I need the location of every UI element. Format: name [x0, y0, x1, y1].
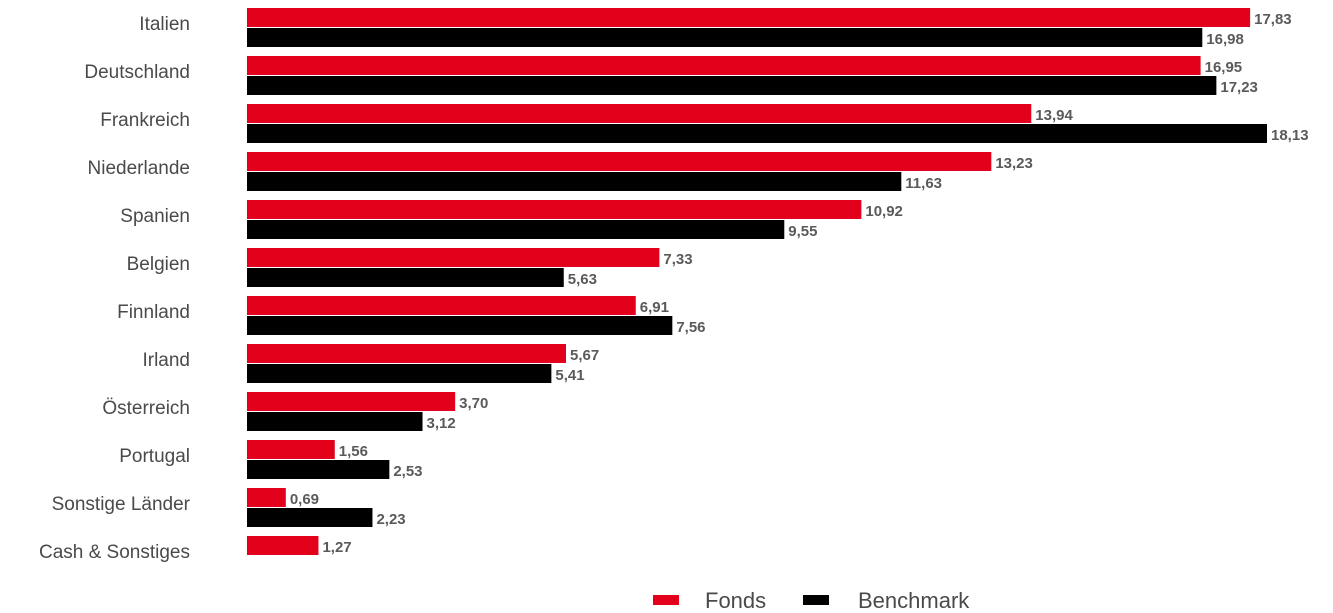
category-label-oesterreich: Österreich	[102, 398, 190, 419]
category-label-frankreich: Frankreich	[100, 110, 190, 131]
category-label-italien: Italien	[139, 14, 190, 35]
bar-fonds-italien	[247, 8, 1251, 27]
bar-fonds-belgien	[247, 248, 660, 267]
value-label-benchmark-frankreich: 18,13	[1271, 127, 1309, 144]
value-label-benchmark-portugal: 2,53	[393, 463, 422, 480]
bar-benchmark-italien	[247, 28, 1203, 47]
bar-benchmark-portugal	[247, 460, 390, 479]
bar-benchmark-irland	[247, 364, 552, 383]
value-label-fonds-cash-and-sonstiges: 1,27	[322, 539, 351, 556]
value-label-fonds-finnland: 6,91	[640, 299, 669, 316]
bars	[247, 8, 1267, 555]
value-labels: 17,83 16,98 16,95 17,23 13,94 18,13 13,23 11,63…	[290, 11, 1309, 556]
value-label-fonds-irland: 5,67	[570, 347, 599, 364]
bar-fonds-deutschland	[247, 56, 1201, 75]
value-label-benchmark-italien: 16,98	[1206, 31, 1244, 48]
value-label-fonds-deutschland: 16,95	[1205, 59, 1243, 76]
value-label-fonds-spanien: 10,92	[865, 203, 903, 220]
category-labels: Italien Deutschland Frankreich Niederlande S…	[39, 14, 191, 563]
category-label-portugal: Portugal	[119, 446, 190, 467]
bar-fonds-cash-and-sonstiges	[247, 536, 319, 555]
bar-fonds-portugal	[247, 440, 335, 459]
value-label-fonds-sonstige-laender: 0,69	[290, 491, 319, 508]
category-label-niederlande: Niederlande	[88, 158, 190, 179]
bar-benchmark-sonstige-laender	[247, 508, 373, 527]
category-label-cash-and-sonstiges: Cash & Sonstiges	[39, 542, 190, 563]
value-label-fonds-frankreich: 13,94	[1035, 107, 1073, 124]
category-label-belgien: Belgien	[127, 254, 190, 275]
category-label-sonstige-laender: Sonstige Länder	[52, 494, 191, 515]
bar-fonds-oesterreich	[247, 392, 456, 411]
bar-fonds-sonstige-laender	[247, 488, 286, 507]
legend-swatch-fonds	[653, 595, 679, 605]
value-label-benchmark-deutschland: 17,23	[1220, 79, 1258, 96]
value-label-benchmark-finnland: 7,56	[676, 319, 705, 336]
category-label-irland: Irland	[142, 350, 190, 371]
value-label-benchmark-belgien: 5,63	[568, 271, 597, 288]
bar-benchmark-deutschland	[247, 76, 1217, 95]
value-label-fonds-belgien: 7,33	[663, 251, 692, 268]
value-label-fonds-portugal: 1,56	[339, 443, 368, 460]
legend-label-benchmark: Benchmark	[858, 588, 970, 613]
category-label-deutschland: Deutschland	[84, 62, 190, 83]
bar-fonds-finnland	[247, 296, 636, 315]
category-label-finnland: Finnland	[117, 302, 190, 323]
bar-benchmark-finnland	[247, 316, 673, 335]
value-label-benchmark-irland: 5,41	[555, 367, 584, 384]
legend-swatch-benchmark	[803, 595, 829, 605]
bar-benchmark-oesterreich	[247, 412, 423, 431]
bar-benchmark-frankreich	[247, 124, 1267, 143]
value-label-benchmark-sonstige-laender: 2,23	[376, 511, 405, 528]
value-label-fonds-niederlande: 13,23	[995, 155, 1033, 172]
legend-label-fonds: Fonds	[705, 588, 766, 613]
legend: Fonds Benchmark	[653, 588, 970, 613]
value-label-benchmark-niederlande: 11,63	[905, 175, 942, 192]
bar-fonds-irland	[247, 344, 566, 363]
category-label-spanien: Spanien	[120, 206, 190, 227]
value-label-fonds-italien: 17,83	[1254, 11, 1292, 28]
value-label-benchmark-oesterreich: 3,12	[427, 415, 456, 432]
value-label-fonds-oesterreich: 3,70	[459, 395, 488, 412]
bar-fonds-spanien	[247, 200, 862, 219]
value-label-benchmark-spanien: 9,55	[788, 223, 817, 240]
bar-benchmark-spanien	[247, 220, 785, 239]
bar-benchmark-niederlande	[247, 172, 902, 191]
bar-fonds-frankreich	[247, 104, 1032, 123]
bar-fonds-niederlande	[247, 152, 992, 171]
bar-benchmark-belgien	[247, 268, 564, 287]
